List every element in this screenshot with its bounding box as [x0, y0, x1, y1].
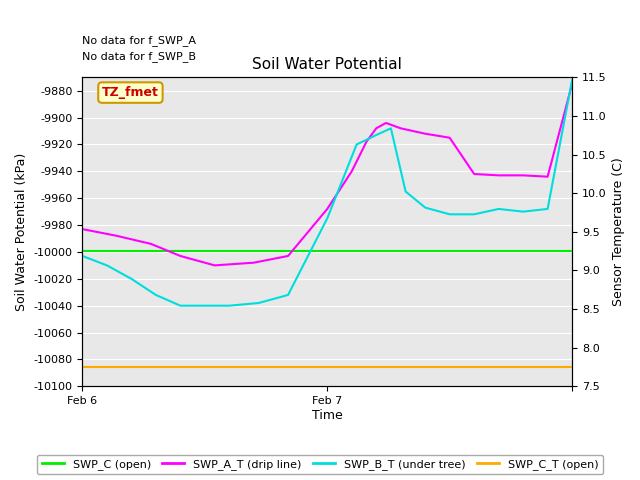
Text: No data for f_SWP_A: No data for f_SWP_A	[83, 36, 196, 47]
Legend: SWP_C (open), SWP_A_T (drip line), SWP_B_T (under tree), SWP_C_T (open): SWP_C (open), SWP_A_T (drip line), SWP_B…	[37, 455, 603, 474]
Text: TZ_fmet: TZ_fmet	[102, 86, 159, 99]
Text: No data for f_SWP_B: No data for f_SWP_B	[83, 51, 196, 62]
Y-axis label: Soil Water Potential (kPa): Soil Water Potential (kPa)	[15, 153, 28, 311]
Y-axis label: Sensor Temperature (C): Sensor Temperature (C)	[612, 157, 625, 306]
Title: Soil Water Potential: Soil Water Potential	[252, 57, 402, 72]
X-axis label: Time: Time	[312, 409, 342, 422]
